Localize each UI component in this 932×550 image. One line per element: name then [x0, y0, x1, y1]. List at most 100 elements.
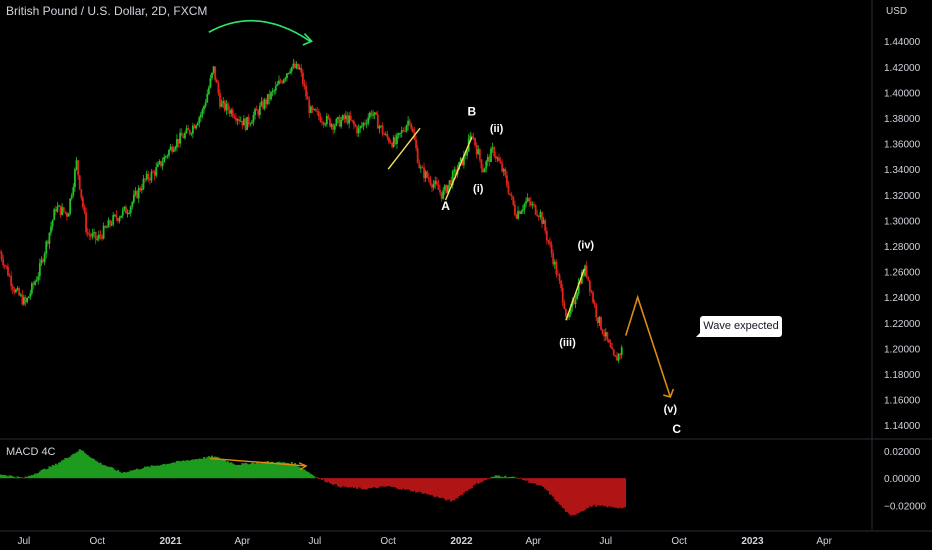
- macd-bar: [132, 469, 136, 479]
- candle-body: [485, 161, 488, 169]
- macd-bar: [164, 464, 167, 479]
- macd-bar: [301, 469, 304, 479]
- candle-body: [451, 171, 454, 185]
- macd-bar: [601, 478, 604, 506]
- macd-bar: [475, 478, 478, 483]
- candle-body: [161, 162, 164, 167]
- macd-bar: [413, 478, 416, 491]
- candle-body: [335, 118, 338, 126]
- candle-body: [424, 171, 427, 179]
- candle-body: [477, 149, 480, 155]
- macd-bar: [198, 458, 201, 479]
- macd-bar: [43, 468, 46, 479]
- candle-body: [196, 123, 199, 126]
- time-tick-label: Jul: [18, 536, 31, 547]
- macd-bar: [228, 462, 231, 479]
- wave-label: B: [468, 104, 477, 118]
- candle-body: [419, 167, 422, 169]
- macd-bar: [419, 478, 422, 493]
- candle-body: [603, 333, 606, 337]
- candle-body: [396, 135, 398, 144]
- macd-bar: [403, 478, 407, 490]
- candle-body: [351, 120, 354, 122]
- candle-body: [380, 125, 382, 127]
- candle-body: [209, 78, 212, 88]
- candle-body: [274, 85, 277, 91]
- candle-body: [212, 66, 215, 73]
- macd-bar: [518, 478, 521, 479]
- macd-bar: [526, 478, 529, 481]
- candle-body: [301, 72, 304, 85]
- candle-body: [525, 201, 527, 204]
- candle-body: [466, 151, 468, 156]
- macd-bar: [558, 478, 561, 505]
- macd-bar: [488, 478, 491, 479]
- candle-body: [338, 116, 341, 127]
- candle-body: [512, 196, 515, 205]
- macd-bar: [400, 478, 403, 490]
- macd-bar: [270, 461, 273, 479]
- candle-body: [402, 130, 405, 132]
- macd-bar: [209, 456, 212, 479]
- candle-body: [268, 93, 271, 100]
- macd-bar: [21, 477, 24, 479]
- macd-bar: [35, 473, 38, 479]
- macd-bar: [335, 478, 338, 485]
- macd-bar: [185, 460, 188, 479]
- candle-body: [11, 285, 14, 290]
- candle-body: [198, 117, 201, 124]
- wave-label: (iv): [578, 240, 595, 252]
- candle-body: [432, 184, 435, 188]
- macd-bar: [523, 478, 526, 481]
- macd-bar: [348, 478, 351, 488]
- candle-body: [333, 125, 336, 130]
- macd-bar: [124, 472, 128, 479]
- candle-body: [94, 231, 97, 240]
- macd-bar: [478, 478, 481, 483]
- price-tick-label: 1.22000: [884, 319, 921, 330]
- candle-body: [600, 316, 602, 330]
- candle-body: [534, 204, 537, 215]
- price-tick-label: 1.42000: [884, 63, 921, 74]
- macd-bar: [548, 478, 552, 495]
- price-tick-label: 1.30000: [884, 216, 921, 227]
- macd-bar: [273, 463, 276, 479]
- macd-bar: [110, 467, 113, 479]
- candle-body: [314, 108, 317, 112]
- candle-body: [498, 157, 500, 161]
- macd-bar: [220, 459, 223, 479]
- candle-body: [459, 158, 462, 162]
- macd-bar: [571, 478, 574, 516]
- candle-body: [29, 293, 32, 297]
- candle-body: [292, 63, 295, 68]
- candle-body: [164, 156, 167, 158]
- candle-body: [75, 160, 78, 170]
- candle-body: [126, 213, 129, 215]
- macd-bar: [512, 476, 515, 479]
- macd-bar: [292, 464, 295, 479]
- macd-bar: [305, 471, 308, 479]
- candle-body: [287, 72, 290, 74]
- macd-bar: [464, 478, 467, 492]
- macd-tick-label: 0.02000: [884, 447, 921, 458]
- macd-bar: [287, 463, 290, 479]
- candle-body: [115, 214, 118, 219]
- macd-bar: [574, 478, 577, 515]
- candle-body: [217, 82, 220, 94]
- candle-body: [464, 154, 467, 156]
- macd-bar: [191, 459, 194, 479]
- candle-body: [596, 317, 599, 324]
- macd-bar: [73, 453, 77, 479]
- macd-bar: [53, 465, 56, 479]
- candle-body: [241, 120, 244, 126]
- macd-bar: [545, 478, 548, 491]
- candle-body: [491, 147, 494, 149]
- macd-bar: [324, 478, 327, 482]
- macd-bar: [175, 460, 179, 479]
- candle-body: [437, 184, 440, 190]
- candle-body: [266, 93, 269, 104]
- candle-body: [289, 71, 292, 73]
- macd-bar: [112, 468, 115, 479]
- macd-bar: [322, 478, 325, 480]
